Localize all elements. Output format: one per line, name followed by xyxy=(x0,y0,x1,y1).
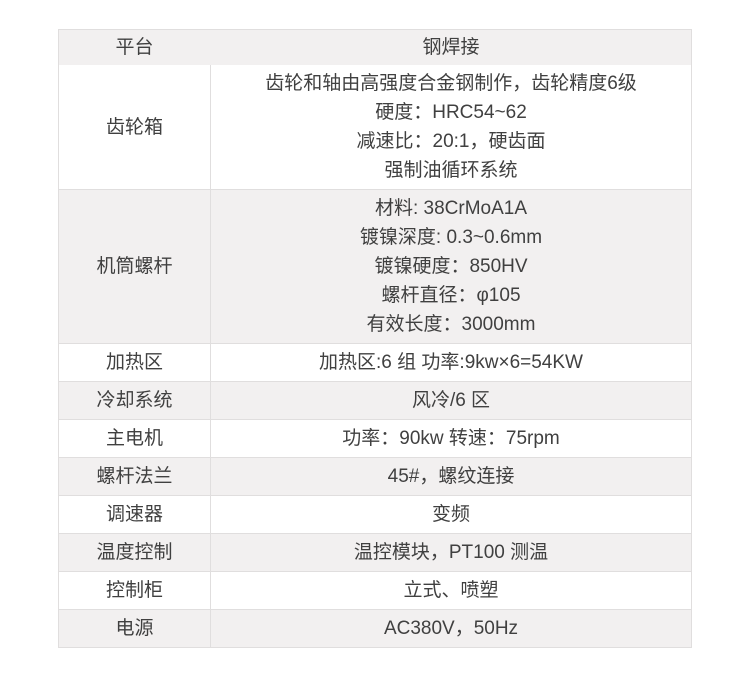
spec-value-cell: 风冷/6 区 xyxy=(211,382,691,419)
spec-label-cell: 加热区 xyxy=(59,344,211,381)
spec-value-cell: 立式、喷塑 xyxy=(211,572,691,609)
spec-value-line: 加热区:6 组 功率:9kw×6=54KW xyxy=(319,352,583,373)
spec-label-cell: 机筒螺杆 xyxy=(59,190,211,343)
spec-value-line: 螺杆直径：φ105 xyxy=(381,285,521,306)
spec-value-line: AC380V，50Hz xyxy=(383,618,519,639)
spec-label-cell: 主电机 xyxy=(59,420,211,457)
spec-label-cell: 冷却系统 xyxy=(59,382,211,419)
spec-label-cell: 齿轮箱 xyxy=(59,65,211,189)
spec-value-line: 硬度：HRC54~62 xyxy=(375,102,527,123)
spec-value-cell: 45#，螺纹连接 xyxy=(211,458,691,495)
spec-value-line: 风冷/6 区 xyxy=(411,390,491,411)
spec-value-cell: 齿轮和轴由高强度合金钢制作，齿轮精度6级 硬度：HRC54~62 减速比：20:1，… xyxy=(211,65,691,189)
table-row: 调速器 变频 xyxy=(59,495,691,533)
header-platform-cell: 平台 xyxy=(115,37,154,58)
table-row: 主电机 功率：90kw 转速：75rpm xyxy=(59,419,691,457)
spec-value-line: 温控模块，PT100 测温 xyxy=(353,542,549,563)
spec-value-line: 变频 xyxy=(431,504,470,525)
spec-value-cell: 功率：90kw 转速：75rpm xyxy=(211,420,691,457)
spec-table: 平台 钢焊接 齿轮箱 齿轮和轴由高强度合金钢制作，齿轮精度6级 硬度：HRC54~6… xyxy=(58,29,692,648)
spec-value-line: 减速比：20:1，硬齿面 xyxy=(356,131,546,152)
table-row: 冷却系统 风冷/6 区 xyxy=(59,381,691,419)
spec-label-cell: 电源 xyxy=(59,610,211,647)
table-row: 齿轮箱 齿轮和轴由高强度合金钢制作，齿轮精度6级 硬度：HRC54~62 减速比：20… xyxy=(59,65,691,189)
table-row: 控制柜 立式、喷塑 xyxy=(59,571,691,609)
spec-value-line: 强制油循环系统 xyxy=(384,160,518,181)
spec-label-cell: 调速器 xyxy=(59,496,211,533)
spec-label-cell: 温度控制 xyxy=(59,534,211,571)
table-row: 加热区 加热区:6 组 功率:9kw×6=54KW xyxy=(59,343,691,381)
spec-value-cell: 材料: 38CrMoA1A 镀镍深度: 0.3~0.6mm 镀镍硬度：850HV 螺杆… xyxy=(211,190,691,343)
spec-value-line: 齿轮和轴由高强度合金钢制作，齿轮精度6级 xyxy=(265,73,637,94)
header-value-cell: 钢焊接 xyxy=(422,37,480,58)
spec-label-cell: 螺杆法兰 xyxy=(59,458,211,495)
spec-value-line: 立式、喷塑 xyxy=(403,580,499,601)
spec-value-line: 45#，螺纹连接 xyxy=(387,466,515,487)
spec-value-cell: 变频 xyxy=(211,496,691,533)
table-body: 齿轮箱 齿轮和轴由高强度合金钢制作，齿轮精度6级 硬度：HRC54~62 减速比：20… xyxy=(59,65,691,647)
table-row: 电源 AC380V，50Hz xyxy=(59,609,691,647)
spec-label-cell: 控制柜 xyxy=(59,572,211,609)
table-row: 螺杆法兰 45#，螺纹连接 xyxy=(59,457,691,495)
table-row: 温度控制 温控模块，PT100 测温 xyxy=(59,533,691,571)
spec-value-line: 功率：90kw 转速：75rpm xyxy=(342,428,560,449)
table-header-row: 平台 钢焊接 xyxy=(59,30,691,65)
spec-value-cell: 温控模块，PT100 测温 xyxy=(211,534,691,571)
spec-value-cell: AC380V，50Hz xyxy=(211,610,691,647)
spec-value-line: 材料: 38CrMoA1A xyxy=(374,198,528,219)
table-row: 机筒螺杆 材料: 38CrMoA1A 镀镍深度: 0.3~0.6mm 镀镍硬度：850… xyxy=(59,189,691,343)
spec-value-cell: 加热区:6 组 功率:9kw×6=54KW xyxy=(211,344,691,381)
spec-value-line: 镀镍硬度：850HV xyxy=(374,256,528,277)
spec-value-line: 镀镍深度: 0.3~0.6mm xyxy=(359,227,543,248)
spec-value-line: 有效长度：3000mm xyxy=(366,314,536,335)
